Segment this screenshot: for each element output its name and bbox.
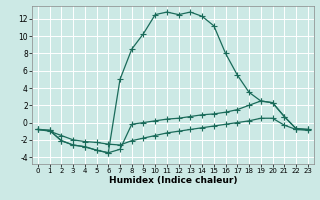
X-axis label: Humidex (Indice chaleur): Humidex (Indice chaleur) xyxy=(108,176,237,185)
